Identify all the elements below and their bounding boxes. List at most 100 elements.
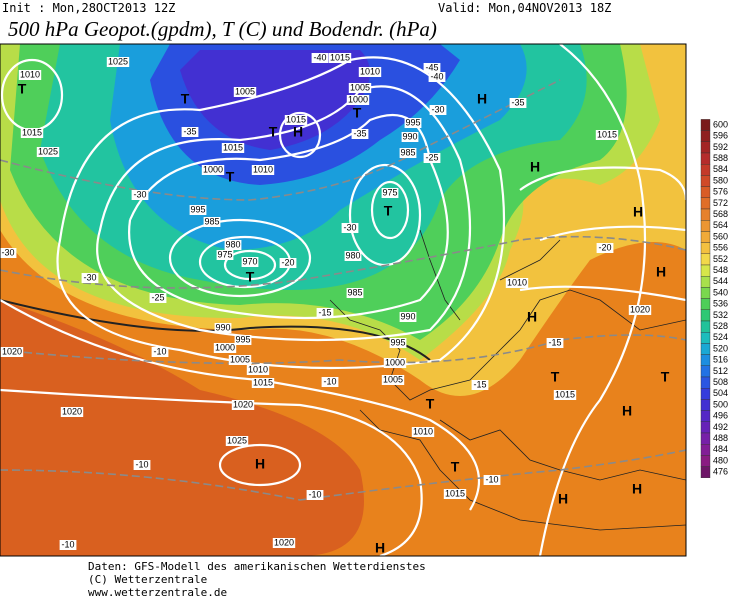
contour-label: 995	[235, 334, 250, 344]
label-bg	[351, 129, 369, 139]
colorbar-label: 516	[713, 355, 728, 365]
colorbar-label: 588	[713, 153, 728, 163]
contour-label: 1015	[22, 127, 42, 137]
pressure-center: H	[527, 309, 537, 325]
contour-label: -30	[431, 104, 444, 114]
valid-time: Valid: Mon,04NOV2013 18Z	[438, 1, 611, 15]
label-bg	[81, 273, 99, 283]
label-bg	[383, 358, 407, 368]
label-bg	[306, 490, 324, 500]
contour-label: -10	[135, 459, 148, 469]
pressure-center: H	[633, 204, 643, 220]
label-bg	[231, 400, 255, 410]
label-bg	[553, 390, 577, 400]
contour-label: 980	[345, 250, 360, 260]
label-bg	[443, 489, 467, 499]
label-bg	[429, 105, 447, 115]
pressure-center: T	[426, 396, 435, 412]
label-bg	[321, 377, 339, 387]
colorbar-box	[700, 455, 711, 467]
contour-label: 1015	[286, 114, 306, 124]
pressure-center: H	[656, 264, 666, 280]
colorbar-box	[700, 410, 711, 423]
contour-label: 990	[215, 322, 230, 332]
label-bg	[505, 278, 529, 288]
colorbar-box	[700, 119, 711, 131]
label-bg	[546, 338, 564, 348]
contour-label: 1015	[253, 377, 273, 387]
colorbar-label: 556	[713, 243, 728, 253]
colorbar-label: 552	[713, 254, 728, 264]
contour-label: 970	[242, 256, 257, 266]
label-bg	[411, 427, 435, 437]
contour-label: -15	[473, 379, 486, 389]
label-bg	[251, 378, 275, 388]
label-bg	[428, 72, 446, 82]
coastlines	[329, 229, 686, 531]
label-bg	[133, 460, 151, 470]
colorbar-label: 476	[713, 467, 728, 477]
colorbar-label: 492	[713, 422, 728, 432]
label-bg	[399, 148, 417, 158]
label-bg	[595, 130, 619, 140]
contour-label: 1010	[253, 164, 273, 174]
contour-label: -30	[343, 222, 356, 232]
contour-label: 1015	[223, 142, 243, 152]
contour-label: 1010	[248, 364, 268, 374]
contour-label: -30	[83, 272, 96, 282]
label-bg	[628, 305, 652, 315]
colorbar-box	[700, 399, 711, 411]
colorbar-label: 520	[713, 343, 728, 353]
init-time: Init : Mon,28OCT2013 12Z	[2, 1, 175, 15]
contour-label: 1005	[235, 86, 255, 96]
label-bg	[228, 355, 252, 365]
colorbar-box	[700, 432, 711, 445]
contour-label: -10	[153, 346, 166, 356]
colorbar-box	[700, 343, 711, 355]
colorbar-label: 536	[713, 299, 728, 309]
label-bg	[344, 251, 362, 261]
label-bg	[346, 95, 370, 105]
contour-label: 1000	[348, 94, 368, 104]
colorbar-box	[700, 253, 711, 266]
label-bg	[509, 98, 527, 108]
colorbar-box	[700, 163, 711, 176]
label-bg	[399, 312, 417, 322]
label-bg	[404, 118, 422, 128]
contour-label: -40	[430, 71, 443, 81]
contour-label: 1005	[230, 354, 250, 364]
colorbar-box	[700, 309, 711, 322]
contour-label: -10	[308, 489, 321, 499]
contour-label: -10	[323, 376, 336, 386]
label-bg	[401, 132, 419, 142]
label-bg	[233, 87, 257, 97]
colorbar-box	[700, 231, 711, 243]
label-bg	[381, 375, 405, 385]
label-bg	[225, 436, 249, 446]
contour-label: 1005	[350, 82, 370, 92]
contour-label: 1020	[62, 406, 82, 416]
colorbar-label: 568	[713, 209, 728, 219]
colorbar-box	[700, 365, 711, 378]
label-bg	[36, 147, 60, 157]
label-bg	[272, 538, 296, 548]
label-bg	[106, 57, 130, 67]
contour-label: -30	[133, 189, 146, 199]
colorbar-label: 592	[713, 142, 728, 152]
pressure-center: H	[293, 124, 303, 140]
contour-label: -35	[183, 126, 196, 136]
contour-label: -25	[425, 152, 438, 162]
colorbar-box	[700, 219, 711, 232]
contour-label: 1000	[203, 164, 223, 174]
colorbar-box	[700, 197, 711, 210]
pressure-center: H	[632, 481, 642, 497]
contour-label: 990	[400, 311, 415, 321]
contour-label: -25	[151, 292, 164, 302]
colorbar-box	[700, 298, 711, 311]
colorbar-box	[700, 444, 711, 456]
colorbar: 6005965925885845805765725685645605565525…	[700, 119, 728, 479]
label-bg	[348, 83, 372, 93]
colorbar-label: 508	[713, 377, 728, 387]
